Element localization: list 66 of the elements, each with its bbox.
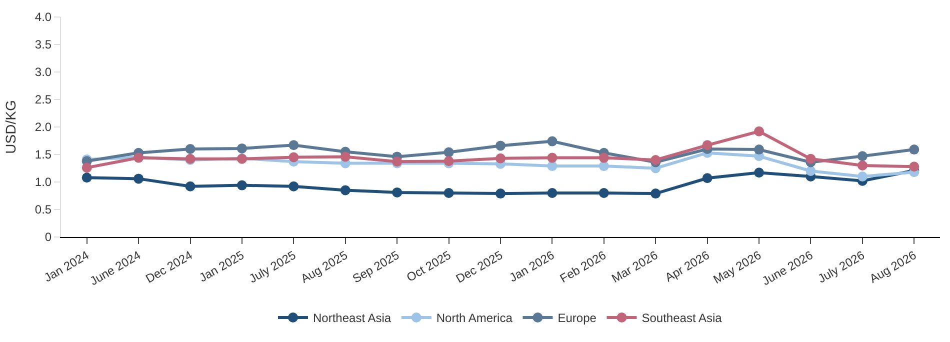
x-tick-label: Dec 2025: [454, 248, 506, 286]
point: [340, 185, 350, 196]
point: [754, 168, 764, 178]
point: [236, 180, 247, 190]
legend-label: Northeast Asia: [313, 311, 392, 326]
point: [236, 143, 247, 154]
point: [185, 144, 196, 154]
x-tick-label: Jan 2026: [506, 248, 557, 285]
y-axis-title: USD/KG: [2, 100, 19, 154]
x-tick-label: Feb 2026: [557, 248, 609, 286]
y-tick-label: 2.0: [34, 120, 52, 134]
y-tick-label: 0: [44, 230, 52, 244]
point: [496, 188, 506, 199]
point: [650, 155, 661, 165]
y-tick-label: 1.5: [34, 148, 52, 162]
point: [857, 160, 868, 170]
point: [806, 166, 816, 176]
legend-label: North America: [436, 311, 513, 326]
y-tick-label: 3.5: [34, 38, 52, 52]
point: [857, 172, 868, 182]
y-tick-label: 3.0: [34, 65, 52, 80]
point: [496, 140, 506, 151]
point: [702, 140, 712, 150]
y-tick-label: 1.0: [34, 175, 52, 190]
point: [547, 188, 558, 198]
x-tick-label: Aug 2026: [867, 248, 919, 286]
point: [82, 162, 92, 173]
point: [754, 126, 764, 136]
legend-label: Southeast Asia: [642, 311, 722, 326]
point: [340, 152, 350, 162]
x-tick-label: July 2026: [815, 248, 868, 286]
y-tick-label: 0.5: [34, 202, 52, 217]
y-tick-label: 2.5: [34, 92, 52, 107]
point: [444, 188, 454, 198]
point: [547, 136, 558, 146]
y-tick-label: 4.0: [34, 10, 52, 24]
point: [598, 152, 609, 163]
point: [288, 181, 299, 192]
point: [288, 152, 299, 162]
x-tick-label: Sep 2025: [350, 248, 402, 286]
point: [909, 162, 920, 172]
x-tick-label: Mar 2026: [609, 248, 660, 286]
point: [392, 187, 402, 198]
point: [754, 144, 764, 155]
point: [82, 172, 92, 183]
x-tick-label: Aug 2025: [298, 248, 350, 286]
point: [598, 188, 609, 198]
point: [650, 188, 661, 199]
point: [909, 144, 920, 155]
x-tick-label: July 2025: [246, 248, 298, 286]
point: [185, 181, 196, 192]
point: [444, 147, 454, 158]
point: [547, 152, 558, 163]
x-tick-label: Jan 2025: [196, 248, 247, 285]
point: [806, 154, 816, 164]
x-tick-label: Dec 2024: [143, 248, 196, 286]
point: [288, 140, 299, 150]
x-tick-label: Oct 2025: [404, 248, 454, 285]
x-tick-label: Apr 2026: [662, 248, 712, 285]
point: [134, 174, 144, 184]
point: [857, 151, 868, 162]
point: [702, 173, 712, 184]
legend-label: Europe: [558, 311, 597, 326]
point: [496, 153, 506, 164]
point: [598, 161, 609, 172]
point: [547, 161, 558, 172]
